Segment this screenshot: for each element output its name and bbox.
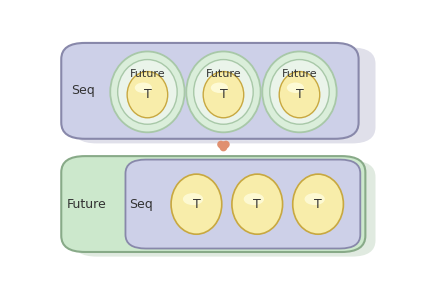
Ellipse shape [232,174,283,234]
Text: T: T [220,88,227,101]
Ellipse shape [304,193,325,205]
Ellipse shape [270,60,329,124]
Ellipse shape [171,174,222,234]
Ellipse shape [194,60,253,124]
Text: Future: Future [67,198,106,211]
Ellipse shape [279,72,320,118]
Text: Future: Future [206,69,241,79]
Ellipse shape [127,72,168,118]
FancyBboxPatch shape [73,47,375,143]
Ellipse shape [287,82,304,93]
Ellipse shape [135,82,152,93]
Ellipse shape [262,52,337,132]
Ellipse shape [211,82,228,93]
Text: T: T [143,88,151,101]
Ellipse shape [203,72,244,118]
FancyBboxPatch shape [61,156,365,252]
Ellipse shape [244,193,264,205]
Text: T: T [314,198,322,211]
Text: Seq: Seq [129,198,153,211]
FancyBboxPatch shape [61,43,358,139]
FancyBboxPatch shape [73,161,375,256]
Text: T: T [193,198,200,211]
Text: Future: Future [282,69,317,79]
Text: Seq: Seq [72,84,95,97]
Ellipse shape [293,174,344,234]
Ellipse shape [186,52,261,132]
Ellipse shape [183,193,203,205]
FancyBboxPatch shape [126,160,360,248]
Text: T: T [296,88,303,101]
Text: T: T [253,198,261,211]
Text: Future: Future [129,69,165,79]
Ellipse shape [118,60,177,124]
Ellipse shape [110,52,184,132]
